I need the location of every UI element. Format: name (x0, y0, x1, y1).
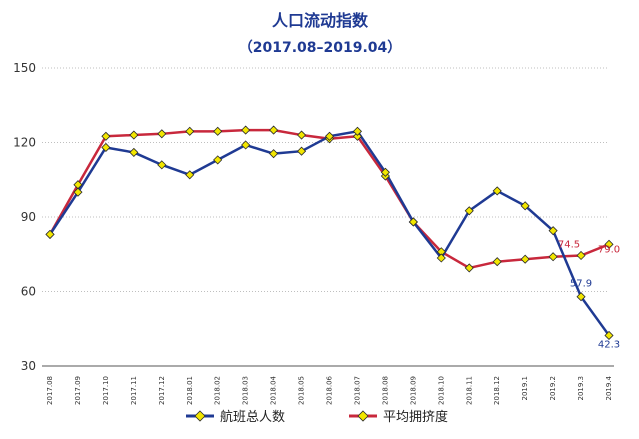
y-tick-label: 60 (21, 285, 36, 299)
data-labels: 57.9 42.3 74.5 79.0 (558, 239, 620, 350)
x-tick-label: 2018.07 (353, 376, 361, 405)
data-label: 79.0 (598, 244, 620, 255)
x-tick-label: 2017.10 (102, 376, 110, 405)
data-point (269, 149, 279, 159)
x-axis: 2017.08 2017.09 2017.10 2017.11 2017.12 2018.… (42, 365, 614, 405)
chart-title: 人口流动指数 (272, 11, 369, 30)
data-point (464, 263, 474, 273)
legend-swatch-marker (194, 410, 206, 422)
data-point (408, 217, 418, 227)
y-tick-label: 30 (21, 359, 36, 373)
x-tick-label: 2018.05 (298, 376, 306, 405)
legend: 航班总人数 平均拥挤度 (186, 409, 448, 425)
x-tick-label: 2018.11 (465, 376, 473, 405)
x-tick-label: 2019.1 (521, 376, 529, 401)
legend-swatch-marker (357, 410, 369, 422)
data-point (129, 147, 139, 157)
data-point (492, 257, 502, 267)
series-line-flight-passengers (48, 130, 611, 337)
x-tick-label: 2019.2 (549, 376, 557, 401)
data-point (185, 126, 195, 136)
legend-label: 航班总人数 (220, 409, 285, 425)
data-point (520, 254, 530, 264)
data-label: 57.9 (570, 279, 592, 290)
data-point (604, 239, 614, 249)
data-point (576, 250, 586, 261)
data-point (101, 131, 111, 141)
data-point (352, 131, 363, 141)
data-point (352, 126, 363, 136)
x-tick-label: 2018.06 (326, 375, 334, 404)
x-tick-label: 2017.09 (74, 376, 82, 405)
data-point (492, 186, 502, 196)
data-point (548, 226, 558, 236)
chart-subtitle: （2017.08–2019.04） (239, 40, 402, 56)
data-point (324, 131, 335, 141)
data-point (576, 292, 586, 302)
data-point (296, 130, 307, 140)
data-point (380, 167, 390, 177)
x-tick-label: 2017.11 (130, 376, 138, 405)
data-point (548, 252, 558, 262)
data-point (129, 130, 139, 140)
series-group (45, 125, 614, 341)
x-tick-label: 2018.03 (242, 376, 250, 405)
data-point (73, 187, 83, 197)
x-tick-label: 2018.02 (214, 376, 222, 405)
data-point (157, 129, 167, 139)
legend-label: 平均拥挤度 (383, 409, 448, 425)
x-tick-label: 2018.08 (381, 376, 389, 405)
x-tick-label: 2018.09 (409, 376, 417, 405)
data-point (604, 330, 614, 341)
data-point (45, 229, 55, 239)
data-point (464, 206, 474, 216)
data-point (101, 142, 111, 153)
x-tick-label: 2018.12 (493, 376, 501, 405)
data-point (157, 160, 167, 170)
data-point (185, 170, 195, 180)
x-tick-label: 2019.3 (577, 376, 585, 401)
data-point (296, 146, 307, 156)
data-point (241, 125, 251, 135)
x-tick-label: 2018.04 (270, 375, 278, 404)
data-label: 74.5 (558, 239, 580, 250)
x-tick-label: 2018.10 (437, 376, 445, 405)
data-point (213, 155, 223, 165)
x-tick-label: 2017.08 (46, 376, 54, 405)
y-tick-label: 90 (21, 210, 36, 224)
data-point (269, 125, 279, 135)
x-tick-label: 2019.4 (605, 375, 613, 400)
x-tick-label: 2017.12 (158, 376, 166, 405)
data-point (241, 140, 251, 150)
y-axis: 30 60 90 120 150 (13, 61, 36, 373)
data-point (436, 253, 446, 263)
x-tick-label: 2018.01 (186, 376, 194, 405)
y-tick-label: 150 (13, 61, 36, 75)
data-label: 42.3 (598, 339, 620, 350)
data-point (213, 126, 223, 136)
data-point (520, 201, 530, 211)
y-tick-label: 120 (13, 136, 36, 150)
